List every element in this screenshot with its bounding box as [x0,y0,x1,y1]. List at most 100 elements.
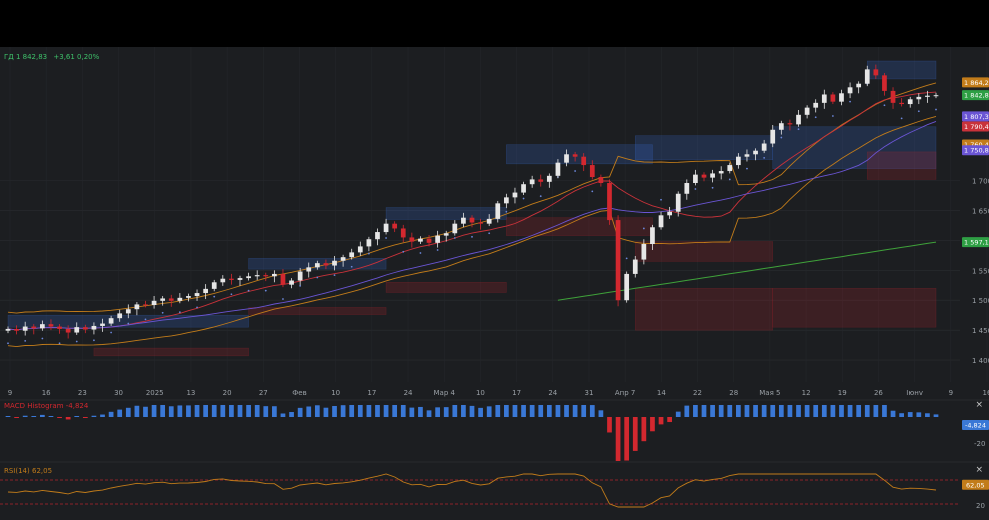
candle-body [529,179,535,185]
macd-bar [495,405,501,417]
macd-bar [340,405,346,417]
macd-bar [933,414,939,417]
candle-body [57,326,62,329]
macd-bar [272,406,277,417]
rsi-close-icon[interactable]: × [975,465,983,475]
sar-dot [316,276,319,279]
time-tick-label: Iюнv [906,389,923,397]
sar-dot [488,232,491,235]
macd-bar [65,417,71,420]
time-tick-label: 30 [114,389,123,397]
macd-bar [229,405,234,417]
macd-close-icon[interactable]: × [975,400,983,410]
macd-bar [40,414,45,417]
macd-bar [117,409,123,417]
macd-bar [409,407,415,417]
sar-dot [196,306,198,309]
rsi-tick-label: 20 [976,502,985,510]
price-badge-label: 1 597,16 [964,239,989,247]
macd-bar [435,407,440,417]
macd-bar [598,410,604,417]
chart-svg[interactable]: 1 4001 4501 5001 5501 6001 6501 70091623… [0,47,989,520]
sar-dot [110,331,113,334]
sar-dot [333,274,336,277]
macd-bar [907,412,913,417]
macd-bar [787,405,793,417]
price-zone [93,347,249,357]
candle-body [74,327,80,333]
candle-body [744,154,750,157]
macd-bar [710,405,715,417]
sar-dot [75,340,78,343]
symbol-label: ГД 1 842,83 +3,61 0,20% [4,53,103,61]
price-badge [962,145,989,156]
sar-dot [282,298,284,300]
price-badge-label: 1 760,4 [964,141,989,149]
sar-dot [419,252,422,254]
macd-bar [512,405,518,417]
price-zone [635,288,773,331]
macd-bar [546,405,552,417]
candle-body [495,203,501,219]
candle-body [907,99,913,105]
candle-body [220,278,226,283]
candle-body [82,327,88,330]
candle-body [435,235,440,243]
macd-bar [830,405,836,417]
macd-bar [925,413,930,417]
sar-dot [385,237,387,239]
candle-body [478,222,483,224]
sar-dot [797,128,800,131]
sar-dot [367,252,370,255]
candle-body [864,69,870,84]
sar-dot [574,170,577,172]
candle-body [452,223,458,234]
macd-bar [555,405,561,417]
price-zone [772,288,937,328]
macd-bar [91,415,97,417]
rsi-value: 62,05 [31,467,53,475]
macd-bar [461,405,466,417]
macd-bar [280,413,286,417]
price-badge [962,77,989,88]
time-tick-label: 9 [949,389,953,397]
chart-area[interactable]: 1 4001 4501 5001 5501 6001 6501 70091623… [0,47,989,520]
sar-dot [642,227,645,230]
sar-dot [161,311,164,314]
macd-bar [31,416,37,417]
macd-bar [177,405,183,417]
macd-bar [504,405,509,417]
macd-bar [736,405,741,417]
candle-body [91,325,97,330]
time-tick-label: 20 [223,389,232,397]
candle-body [804,107,810,115]
sar-dot [711,186,714,189]
ma-green-line [557,241,937,301]
price-zone [385,282,507,293]
macd-bar [486,406,492,417]
macd-bar [82,417,88,418]
macd-bar [220,405,226,417]
candle-body [125,309,131,314]
price-badge-label: 1 807,38 [964,113,989,121]
candle-body [882,75,887,91]
macd-tick-label: -20 [974,440,985,448]
price-badge-label: 1 750,85 [964,147,989,155]
candle-body [564,154,569,163]
candle-body [787,123,793,125]
candle-body [272,273,277,277]
price-badge-label: 1 790,45 [964,123,989,131]
candle-body [736,156,741,166]
candle-body [31,326,37,329]
sar-dot [505,210,508,213]
candle-body [392,223,398,229]
symbol-price: ГД 1 842,83 [4,53,48,61]
bollinger-lower-line [7,115,937,348]
symbol-change: +3,61 0,20% [53,53,100,61]
sar-dot [763,156,766,159]
macd-bar [804,405,810,417]
candle-body [847,87,853,94]
macd-label: MACD Histogram [4,402,64,410]
candle-body [5,328,11,331]
macd-bar [813,405,819,417]
